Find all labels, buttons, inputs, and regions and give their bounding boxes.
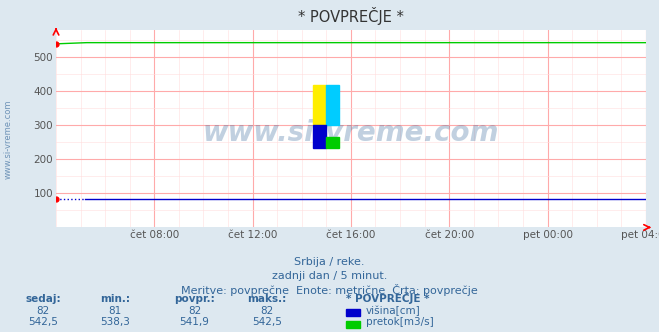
Text: www.si-vreme.com: www.si-vreme.com xyxy=(203,119,499,147)
Text: 82: 82 xyxy=(36,306,49,316)
Text: 81: 81 xyxy=(109,306,122,316)
Text: povpr.:: povpr.: xyxy=(174,294,215,304)
Title: * POVPREČJE *: * POVPREČJE * xyxy=(298,7,404,25)
Text: 542,5: 542,5 xyxy=(252,317,282,327)
Bar xyxy=(326,85,339,125)
Text: pretok[m3/s]: pretok[m3/s] xyxy=(366,317,434,327)
Text: 541,9: 541,9 xyxy=(179,317,210,327)
Text: 542,5: 542,5 xyxy=(28,317,58,327)
Text: sedaj:: sedaj: xyxy=(25,294,61,304)
Bar xyxy=(312,85,326,125)
Text: 82: 82 xyxy=(188,306,201,316)
Text: zadnji dan / 5 minut.: zadnji dan / 5 minut. xyxy=(272,271,387,281)
Text: Meritve: povprečne  Enote: metrične  Črta: povprečje: Meritve: povprečne Enote: metrične Črta:… xyxy=(181,284,478,296)
Text: 538,3: 538,3 xyxy=(100,317,130,327)
Text: Srbija / reke.: Srbija / reke. xyxy=(295,257,364,267)
Text: www.si-vreme.com: www.si-vreme.com xyxy=(3,100,13,179)
Text: 82: 82 xyxy=(260,306,273,316)
Text: višina[cm]: višina[cm] xyxy=(366,305,420,316)
Text: * POVPREČJE *: * POVPREČJE * xyxy=(346,292,430,304)
Bar xyxy=(326,136,339,148)
Text: maks.:: maks.: xyxy=(247,294,287,304)
Bar xyxy=(312,125,326,148)
Text: min.:: min.: xyxy=(100,294,130,304)
